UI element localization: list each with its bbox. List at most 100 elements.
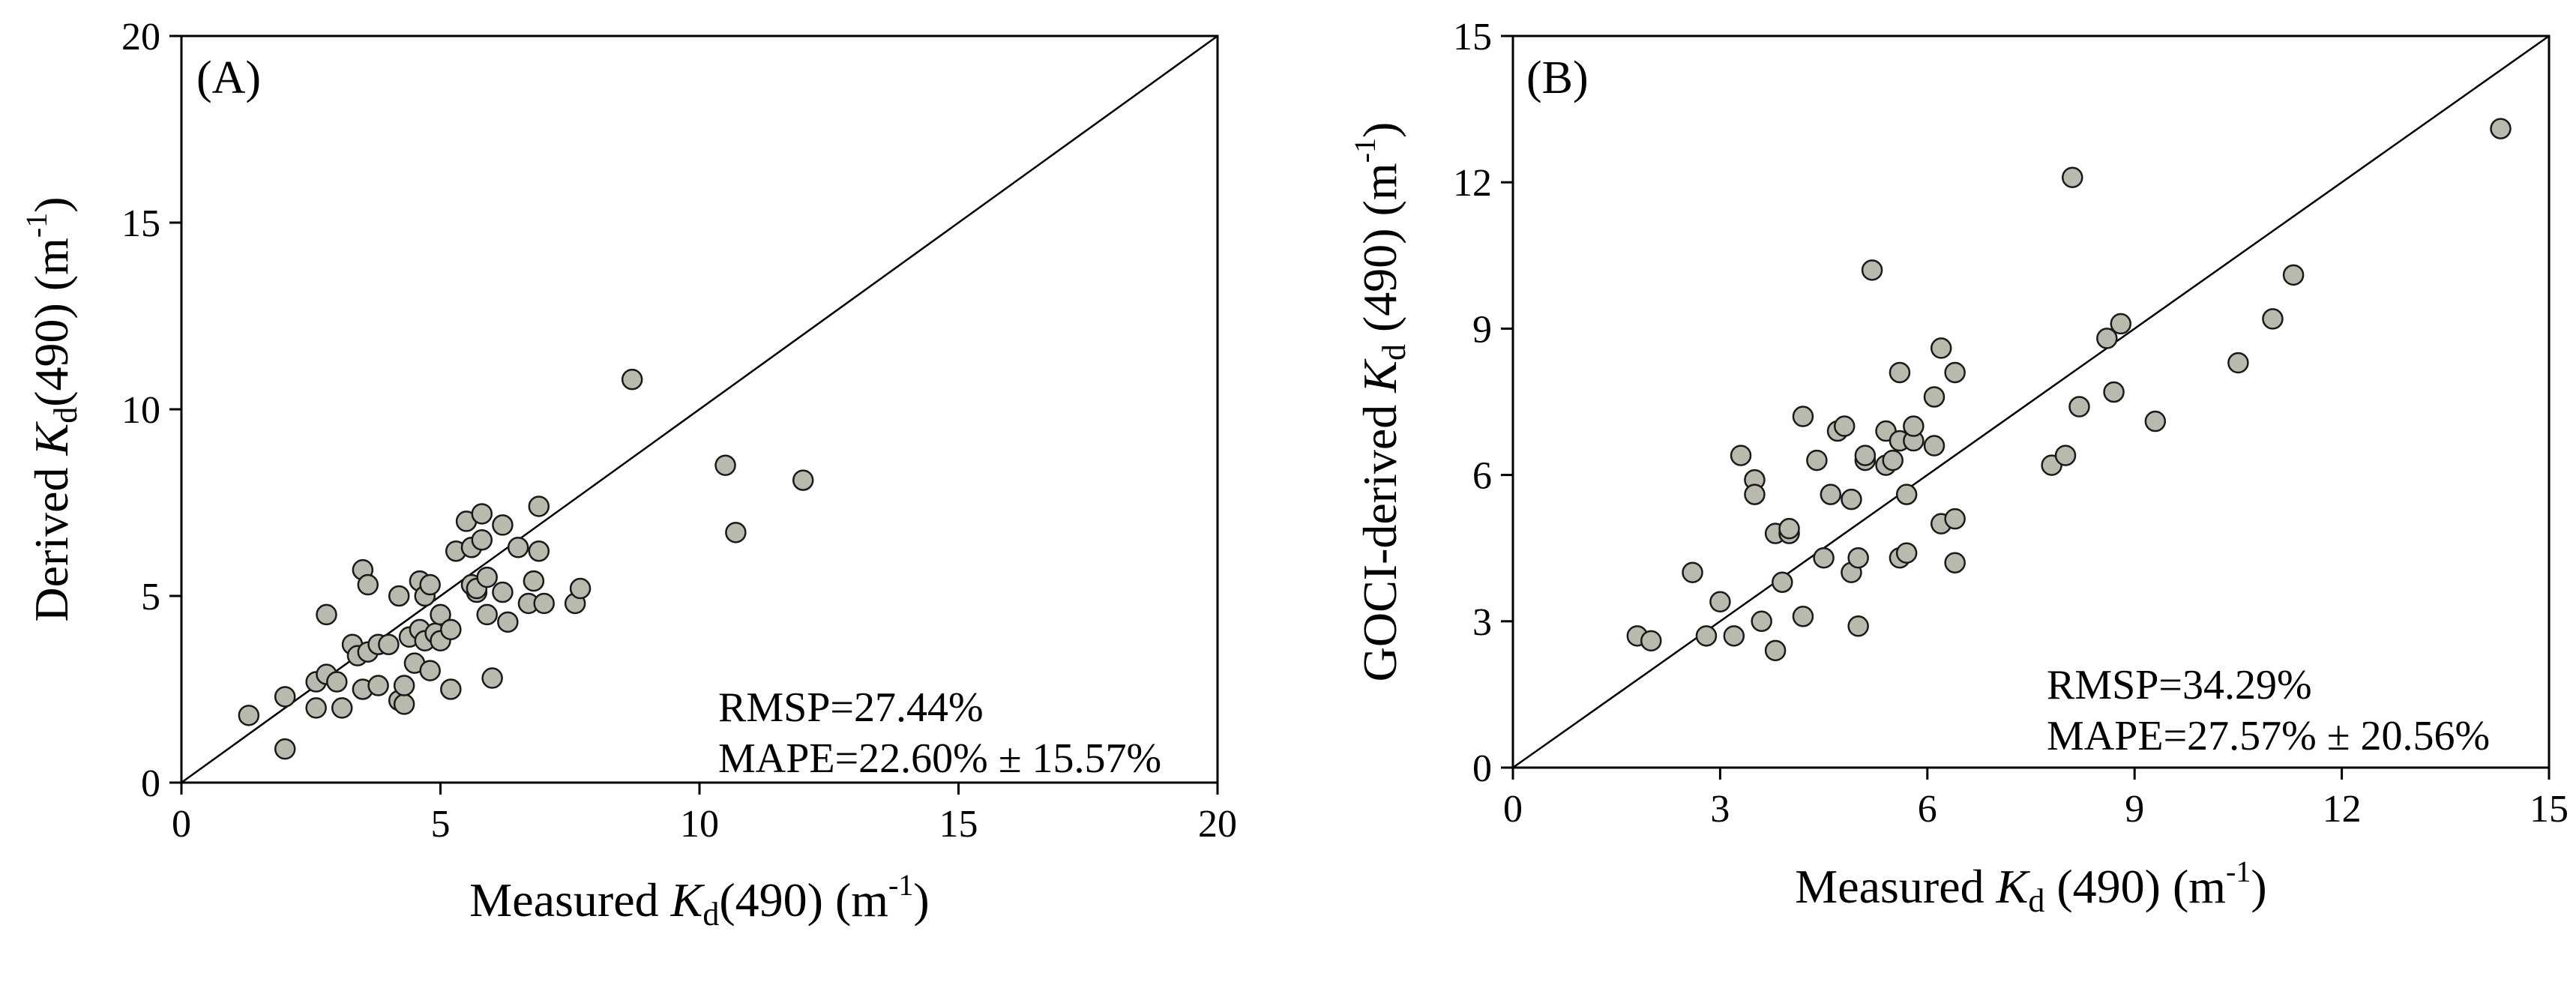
panel-b-data-point [1895, 542, 1918, 564]
panel-b-data-point [1861, 259, 1883, 281]
panel-b-scatter-plot: 0 3 6 9 12 15 0 3 6 9 12 15 (B) RMSP=34.29% MAPE=2… [1348, 16, 2569, 919]
panel-b-data-point [1730, 445, 1752, 466]
panel-b-label: (B) [1526, 52, 1589, 103]
panel-b-data-point [1903, 415, 1925, 437]
panel-b-x-tick-label: 3 [1710, 788, 1730, 831]
panel-b-data-point [1944, 507, 1966, 530]
panel-b-data-point [1778, 517, 1800, 540]
panel-b-data-point [1923, 435, 1945, 457]
panel-b-x-tick-label: 12 [2323, 788, 2362, 831]
panel-a-data-point [481, 667, 503, 689]
panel-a-x-tick-label: 10 [680, 803, 719, 846]
panel-b-y-tick-label: 6 [1472, 455, 1492, 498]
panel-b-x-ticks: 0 3 6 9 12 15 [1503, 768, 2569, 831]
panel-b-data-points [1626, 118, 2512, 662]
panel-a-data-point [725, 522, 747, 543]
panel-b-data-point [1847, 546, 1869, 569]
panel-b-plot-frame [1511, 34, 2551, 769]
panel-a-data-point [523, 570, 545, 592]
panel-a-data-point [476, 603, 498, 626]
panel-b-data-point [1640, 630, 1662, 652]
panel-a-label: (A) [196, 52, 261, 103]
panel-a-data-point [238, 705, 260, 726]
panel-a-data-point [714, 454, 736, 476]
panel-a-data-point [274, 686, 296, 708]
panel-b-y-tick-label: 9 [1472, 308, 1492, 351]
panel-b-data-point [1806, 449, 1828, 472]
panel-a-data-point [476, 566, 498, 588]
panel-a-data-point [305, 697, 327, 719]
panel-b-data-point [2490, 118, 2512, 139]
panel-b-x-tick-label: 9 [2125, 788, 2144, 831]
panel-b-data-point [1723, 625, 1745, 647]
panel-a-x-tick-label: 20 [1198, 803, 1237, 846]
panel-a-y-tick-label: 0 [141, 762, 160, 805]
panel-b-data-point [1709, 591, 1731, 613]
panel-b-x-tick-label: 0 [1503, 788, 1523, 831]
panel-a-y-tick-label: 5 [141, 576, 160, 618]
panel-a-data-point [533, 592, 555, 615]
panel-b-y-tick-label: 3 [1472, 601, 1492, 644]
panel-b-data-point [1772, 571, 1793, 593]
panel-b-data-point [1944, 361, 1966, 384]
panel-b-data-point [1682, 561, 1703, 583]
panel-b-data-point [2096, 328, 2118, 349]
panel-a-data-point [440, 678, 462, 700]
panel-a-data-point [419, 660, 441, 681]
panel-a-x-ticks: 0 5 10 15 20 [172, 783, 1237, 846]
panel-a-y-ticks: 0 5 10 15 20 [121, 16, 181, 805]
panel-a-data-point [393, 693, 415, 715]
panel-b-data-point [2103, 381, 2125, 403]
panel-b-y-tick-label: 12 [1453, 162, 1492, 205]
panel-a-data-point [621, 368, 643, 391]
panel-a-data-point [357, 573, 379, 596]
panel-b-data-point [2054, 445, 2077, 466]
panel-a-data-point [316, 603, 337, 626]
panel-b-x-axis-label: Measured Kd (490) (m-1) [1795, 855, 2266, 919]
panel-a-data-point [497, 611, 519, 633]
panel-a-y-axis-label: Derived Kd(490) (m-1) [19, 196, 84, 621]
panel-a-data-points [238, 368, 814, 760]
panel-b-data-point [1792, 606, 1814, 627]
panel-a-data-point [419, 573, 441, 596]
panel-b-data-point [1695, 625, 1718, 647]
panel-a-data-point [492, 514, 514, 536]
panel-a-x-tick-label: 0 [172, 803, 191, 846]
panel-b-x-tick-label: 6 [1918, 788, 1937, 831]
panel-a-data-point [326, 671, 348, 693]
panel-b-rmsp-annotation: RMSP=34.29% [2047, 662, 2312, 708]
panel-b-data-point [1841, 488, 1862, 510]
panel-b-y-tick-label: 15 [1453, 16, 1492, 58]
panel-b-data-point [2062, 166, 2083, 188]
panel-b-data-point [2262, 308, 2284, 330]
panel-b-mape-annotation: MAPE=27.57% ± 20.56% [2047, 713, 2490, 759]
panel-a-data-point [471, 529, 493, 551]
panel-b-data-point [1744, 484, 1766, 505]
panel-a-data-point [367, 675, 389, 696]
panel-a-data-point [331, 697, 353, 719]
panel-b-one-to-one-line [1512, 34, 2550, 769]
panel-b-data-point [1889, 361, 1911, 384]
panel-a-rmsp-annotation: RMSP=27.44% [718, 684, 984, 731]
panel-a-data-point [378, 633, 400, 655]
panel-a-data-point [528, 540, 550, 562]
panel-a-data-point [528, 495, 550, 517]
panel-b-data-point [1764, 639, 1787, 662]
panel-a-data-point [471, 503, 493, 525]
panel-b-data-point [1882, 449, 1904, 472]
panel-a-x-axis-label: Measured Kd(490) (m-1) [469, 868, 929, 933]
panel-b-y-axis-label: GOCI-derived Kd (490) (m-1) [1348, 122, 1412, 682]
panel-a-one-to-one-line [181, 34, 1218, 784]
panel-b-x-tick-label: 15 [2530, 788, 2569, 831]
panel-a-mape-annotation: MAPE=22.60% ± 15.57% [718, 735, 1161, 782]
panel-a-data-point [569, 577, 592, 600]
panel-a-data-point [507, 537, 529, 558]
panel-b-data-point [1944, 552, 1966, 573]
panel-a-data-point [792, 469, 814, 491]
panel-b-data-point [2227, 352, 2249, 374]
panel-b-data-point [1923, 386, 1945, 408]
panel-a-data-point [430, 603, 451, 626]
panel-a-x-tick-label: 5 [431, 803, 451, 846]
panel-b-y-tick-label: 0 [1472, 747, 1492, 790]
